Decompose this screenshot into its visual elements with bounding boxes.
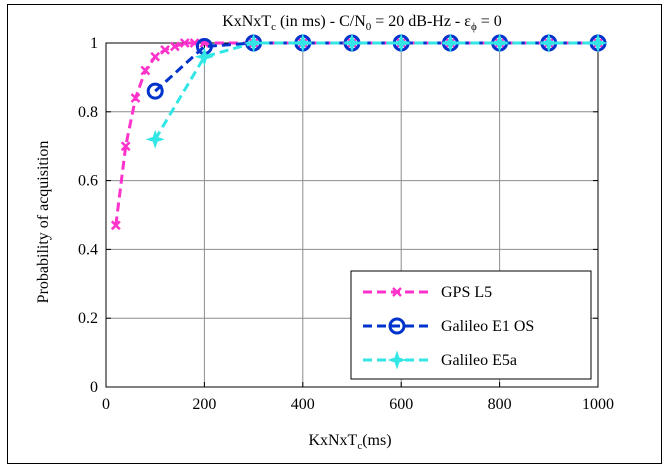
data-point: [146, 82, 164, 100]
data-point: [150, 51, 161, 62]
data-point: [194, 47, 215, 67]
legend-swatch-marker: [392, 287, 402, 297]
x-axis-label: KxNxTc(ms): [308, 432, 391, 452]
legend: GPS L5 Galileo E1 OS Galileo E5a: [350, 270, 592, 380]
series-group: [110, 33, 608, 231]
y-tick-label: 0: [90, 379, 98, 396]
x-tick-label: 1000: [582, 396, 614, 413]
data-point: [342, 33, 362, 53]
x-tick-label: 800: [488, 396, 512, 413]
data-point: [539, 33, 559, 53]
legend-entry: Galileo E5a: [363, 350, 517, 370]
data-point: [179, 38, 190, 48]
series-2: [145, 33, 608, 149]
legend-label: GPS L5: [441, 284, 492, 301]
data-point: [588, 33, 608, 53]
legend-entry: GPS L5: [363, 284, 492, 301]
data-point: [130, 93, 141, 103]
tick-labels: 0 200 400 600 800 1000 0 0.2 0.4 0.6 0.8 1: [78, 35, 614, 413]
legend-swatch-marker: [388, 317, 406, 335]
data-point: [243, 33, 264, 53]
y-tick-label: 0.2: [78, 310, 98, 327]
y-tick-label: 0.8: [78, 104, 98, 121]
y-tick-label: 0.6: [78, 173, 98, 190]
x-tick-label: 400: [291, 396, 315, 413]
data-point: [440, 33, 461, 53]
data-point: [120, 141, 131, 152]
legend-label: Galileo E1 OS: [441, 318, 534, 335]
legend-label: Galileo E5a: [441, 352, 517, 369]
y-tick-label: 0.4: [78, 241, 98, 258]
data-point: [293, 33, 313, 53]
data-point: [145, 129, 165, 149]
x-tick-label: 600: [389, 396, 413, 413]
legend-swatch-marker: [387, 350, 407, 370]
data-point: [169, 41, 180, 52]
y-axis-label: Probability of acquisition: [35, 141, 52, 304]
data-point: [110, 220, 121, 231]
x-tick-label: 0: [102, 396, 110, 413]
data-point: [160, 44, 170, 55]
data-point: [391, 33, 411, 53]
data-point: [489, 33, 510, 53]
legend-entry: Galileo E1 OS: [363, 317, 534, 335]
data-point: [140, 65, 151, 76]
chart-title: KxNxTc (in ms) - C/N0 = 20 dB-Hz - εϕ = …: [222, 13, 502, 33]
series-line: [153, 41, 598, 141]
x-tick-label: 200: [192, 396, 216, 413]
y-tick-label: 1: [90, 35, 98, 52]
